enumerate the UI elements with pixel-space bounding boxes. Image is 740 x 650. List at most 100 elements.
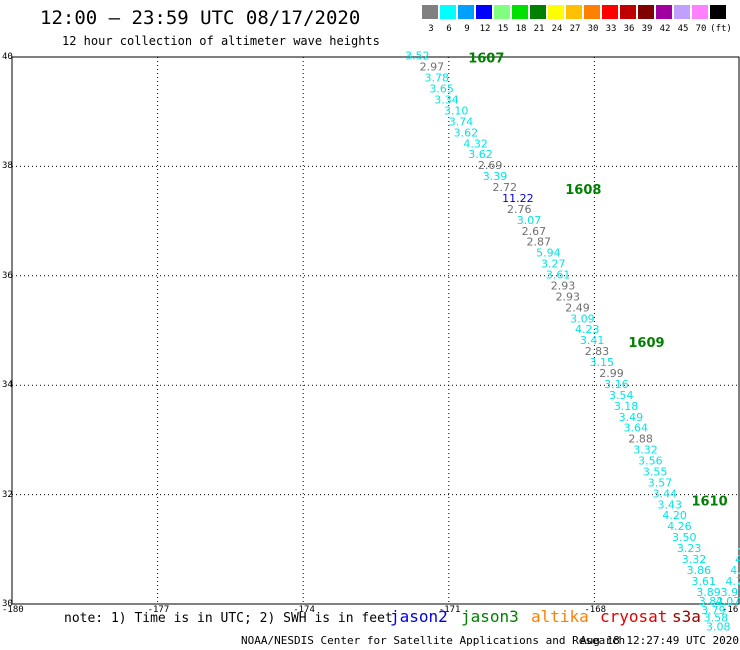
wave-height-value: 3.79	[701, 604, 726, 617]
wave-height-value: 2.99	[599, 367, 624, 380]
wave-height-value: 4.75	[725, 575, 740, 588]
wave-height-value: 3.39	[483, 170, 508, 183]
wave-height-value: 4.26	[667, 520, 692, 533]
legend-label: 36	[623, 24, 635, 34]
wave-height-value: 2.76	[507, 203, 532, 216]
legend-label: 15	[497, 24, 509, 34]
wave-height-value: 3.49	[619, 411, 644, 424]
wave-height-value: 3.74	[449, 115, 474, 128]
y-tick-label: 36	[2, 270, 13, 281]
legend-label: 18	[515, 24, 527, 34]
legend-label: 6	[446, 24, 452, 34]
wave-height-value: 3.32	[682, 553, 707, 566]
wave-height-value: 3.58	[704, 612, 729, 625]
wave-height-value: 2.93	[551, 279, 576, 292]
wave-height-value: 4.27	[730, 564, 740, 577]
satellite-cryosat: cryosat	[600, 607, 668, 626]
wave-height-value: 2.72	[492, 181, 516, 194]
legend-label: 30	[587, 24, 599, 34]
footer-note: note: 1) Time is in UTC; 2) SWH is in fe…	[64, 611, 393, 626]
wave-height-value: 3.56	[638, 455, 663, 468]
wave-height-observations: 3.522.973.783.653.343.103.743.624.323.62…	[405, 50, 740, 634]
legend-swatch	[602, 5, 618, 19]
legend-swatch	[458, 5, 474, 19]
x-tick-label: -177	[147, 605, 170, 615]
wave-height-value: 4.23	[575, 323, 600, 336]
wave-height-value: 2.87	[526, 236, 551, 249]
map-grid	[11, 56, 740, 605]
satellite-altika: altika	[531, 607, 589, 626]
wave-height-value: 3.64	[624, 422, 649, 435]
legend-label: 9	[464, 24, 470, 34]
wave-height-value: 4.07	[716, 595, 740, 608]
wave-height-value: 3.97	[721, 586, 740, 599]
wave-height-value: 3.23	[677, 542, 702, 555]
legend-swatch	[512, 5, 528, 19]
legend-swatch	[530, 5, 546, 19]
track-time-label: 1610	[691, 495, 727, 510]
legend-swatch	[710, 5, 726, 19]
legend-swatch	[548, 5, 564, 19]
wave-height-value: 3.89	[696, 586, 721, 599]
credit-line: NOAA/NESDIS Center for Satellite Applica…	[241, 634, 626, 647]
wave-height-value: 3.86	[687, 564, 712, 577]
map-frame	[11, 56, 740, 605]
satellite-s3a: s3a	[672, 607, 701, 626]
track-time-labels: 1607160816091610212	[468, 51, 727, 510]
legend-label: 42	[659, 24, 671, 34]
wave-height-value: 3.50	[672, 531, 697, 544]
wave-height-value: 4.68	[738, 542, 740, 555]
y-tick-label: 30	[2, 599, 13, 609]
legend-label: 24	[551, 24, 563, 34]
wave-height-value: 3.61	[546, 269, 571, 282]
wave-height-value: 3.16	[604, 378, 629, 391]
wave-height-value: 2.83	[585, 345, 610, 358]
legend-label: 33	[605, 24, 617, 34]
wave-height-value: 3.82	[699, 595, 724, 608]
wave-height-value: 3.43	[657, 498, 682, 511]
wave-height-value: 3.18	[614, 400, 639, 413]
wave-height-value: 3.78	[425, 72, 450, 85]
legend-label: 39	[641, 24, 653, 34]
wave-height-value: 3.32	[633, 444, 658, 457]
satellite-jason2: jason2	[390, 607, 448, 626]
chart-title: 12:00 – 23:59 UTC 08/17/2020	[40, 7, 361, 29]
legend-swatch	[494, 5, 510, 19]
wave-height-value: 3.61	[691, 575, 716, 588]
wave-height-value: 3.15	[590, 356, 615, 369]
wave-height-value: 4.32	[463, 137, 488, 150]
wave-height-value: 4.28	[735, 553, 740, 566]
track-time-label: 1608	[565, 183, 601, 198]
wave-height-value: 3.41	[580, 334, 605, 347]
wave-height-value: 4.20	[662, 509, 687, 522]
legend-label: 3	[428, 24, 434, 34]
legend-swatch	[692, 5, 708, 19]
wave-height-value: 2.67	[522, 225, 547, 238]
legend-label: 12	[479, 24, 491, 34]
wave-height-value: 3.27	[541, 258, 566, 271]
legend-swatch	[620, 5, 636, 19]
wave-height-value: 3.52	[405, 50, 430, 63]
legend-label: 70	[695, 24, 707, 34]
legend-swatch	[638, 5, 654, 19]
wave-height-value: 3.62	[454, 126, 479, 139]
legend-swatch	[440, 5, 456, 19]
satellite-jason3: jason3	[461, 607, 519, 626]
chart-subtitle: 12 hour collection of altimeter wave hei…	[62, 34, 380, 48]
wave-height-value: 2.93	[556, 290, 581, 303]
legend-swatch	[656, 5, 672, 19]
wave-height-value: 3.34	[434, 93, 459, 106]
legend-swatch	[476, 5, 492, 19]
legend-unit: (ft)	[710, 24, 732, 34]
legend-label: 27	[569, 24, 581, 34]
wave-height-value: 3.44	[653, 487, 678, 500]
legend-swatch	[584, 5, 600, 19]
x-tick-label: -16	[722, 605, 739, 615]
wave-height-value: 2.88	[628, 433, 653, 446]
wave-height-value: 3.10	[444, 104, 469, 117]
legend-swatch	[422, 5, 438, 19]
y-tick-label: 34	[2, 380, 13, 391]
wave-height-value: 3.62	[468, 148, 493, 161]
wave-height-value: 2.97	[420, 61, 445, 74]
